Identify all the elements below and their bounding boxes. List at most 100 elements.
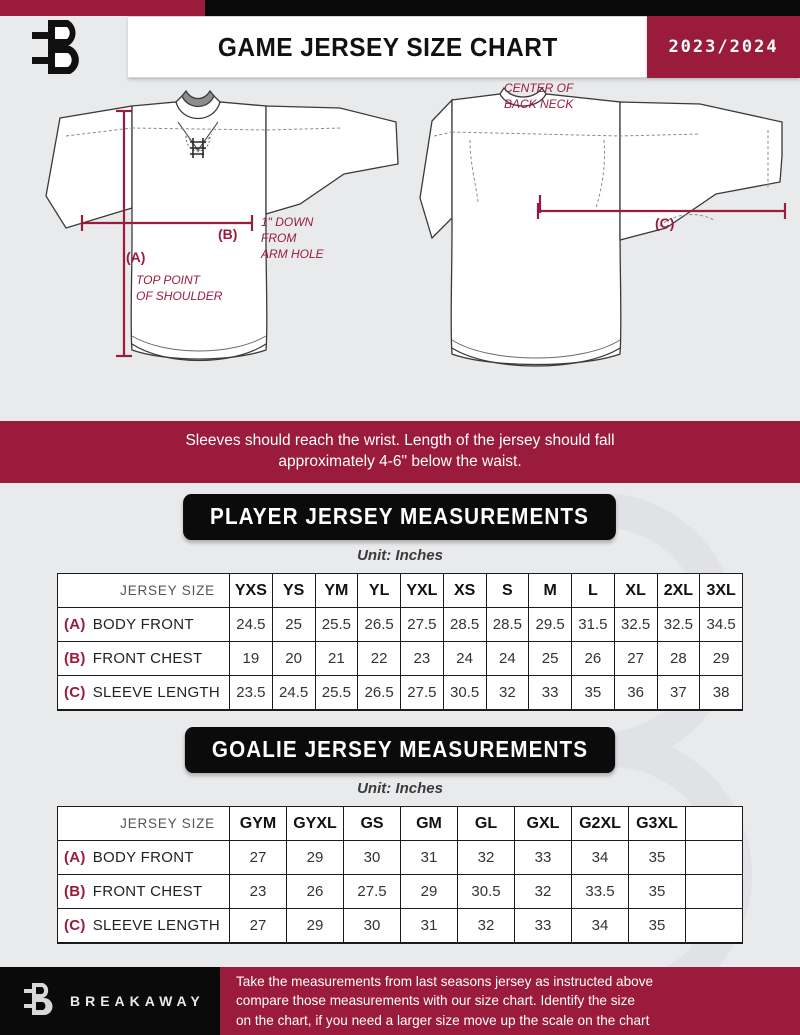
goalie-size-col-3: GM — [400, 806, 458, 841]
table-row: (B) FRONT CHEST 23 26 27.5 29 30.5 32 33.… — [57, 874, 743, 909]
goalie-header-row: JERSEY SIZE GYM GYXL GS GM GL GXL G2XL G… — [57, 806, 743, 841]
player-row-1-tag: (B) — [64, 650, 86, 667]
front-stitching — [65, 127, 343, 153]
player-size-col-0: YXS — [229, 573, 273, 608]
table-row: (B) FRONT CHEST 19 20 21 22 23 24 24 25 2… — [57, 641, 743, 676]
player-r1-c0: 19 — [229, 641, 273, 676]
player-r1-c9: 27 — [613, 641, 658, 676]
jersey-illustrations: (A) TOP POINT OF SHOULDER (B) 1" DOWN FR… — [45, 81, 787, 367]
player-r0-c1: 25 — [271, 607, 316, 642]
player-table-wrap: JERSEY SIZE YXS YS YM YL YXL XS S M L XL… — [57, 573, 743, 711]
goalie-r0-c3: 31 — [400, 840, 458, 875]
table-row: (A) BODY FRONT 27 29 30 31 32 33 34 35 — [57, 840, 743, 875]
front-label-a: (A) — [126, 249, 145, 265]
player-r1-c8: 26 — [571, 641, 615, 676]
top-strip-black — [205, 0, 800, 16]
player-row-2-tag: (C) — [64, 683, 86, 701]
goalie-r0-c6: 34 — [571, 840, 629, 875]
goalie-r0-c2: 30 — [343, 840, 401, 875]
player-size-col-3: YL — [357, 573, 401, 608]
player-row-2-label: SLEEVE LENGTH — [92, 683, 221, 701]
goalie-r2-c2: 30 — [343, 908, 401, 944]
note-line-2: approximately 4-6" below the waist. — [278, 453, 522, 470]
player-section-title: PLAYER JERSEY MEASUREMENTS — [183, 494, 617, 540]
goalie-row-1-label: FRONT CHEST — [92, 883, 203, 900]
goalie-size-col-7: G3XL — [628, 806, 686, 841]
goalie-r2-c0: 27 — [229, 908, 287, 944]
goalie-r1-c8 — [685, 874, 743, 909]
goalie-row-0-label: BODY FRONT — [92, 849, 194, 866]
goalie-size-label: JERSEY SIZE — [57, 806, 230, 841]
player-r0-c8: 31.5 — [571, 607, 615, 642]
goalie-r2-c4: 32 — [457, 908, 515, 944]
goalie-r2-c5: 33 — [514, 908, 572, 944]
measure-line-c — [536, 195, 787, 219]
goalie-section-title: GOALIE JERSEY MEASUREMENTS — [184, 727, 616, 773]
goalie-r1-c1: 26 — [286, 874, 344, 909]
goalie-r0-c1: 29 — [286, 840, 344, 875]
player-r1-c5: 24 — [442, 641, 487, 676]
player-r2-c10: 37 — [656, 675, 701, 711]
player-r1-c1: 20 — [271, 641, 316, 676]
front-label-a-note-2: OF SHOULDER — [136, 289, 223, 303]
goalie-r1-c7: 35 — [628, 874, 686, 909]
collar-lace-icon — [190, 138, 206, 158]
goalie-measurements-table: JERSEY SIZE GYM GYXL GS GM GL GXL G2XL G… — [57, 806, 743, 944]
goalie-r0-c8 — [685, 840, 743, 875]
player-size-col-8: L — [571, 573, 615, 608]
footer-line-2: compare those measurements with our size… — [236, 993, 635, 1009]
player-r2-c6: 32 — [485, 675, 530, 711]
goalie-r1-c6: 33.5 — [571, 874, 629, 909]
goalie-row-2-label: SLEEVE LENGTH — [92, 916, 221, 934]
player-row-0-tag: (A) — [64, 616, 86, 633]
goalie-size-col-4: GL — [457, 806, 515, 841]
player-r2-c4: 27.5 — [400, 675, 444, 711]
player-size-col-2: YM — [314, 573, 359, 608]
footer-brand-name: BREAKAWAY — [70, 993, 205, 1009]
goalie-r0-c4: 32 — [457, 840, 515, 875]
goalie-table-wrap: JERSEY SIZE GYM GYXL GS GM GL GXL G2XL G… — [57, 806, 743, 944]
player-size-col-7: M — [528, 573, 572, 608]
front-label-b-note-3: ARM HOLE — [260, 247, 325, 261]
player-r0-c6: 28.5 — [485, 607, 530, 642]
footer-line-3: on the chart, if you need a larger size … — [236, 1012, 650, 1028]
player-unit-label: Unit: Inches — [357, 547, 443, 564]
player-r0-c0: 24.5 — [229, 607, 273, 642]
player-r0-c2: 25.5 — [314, 607, 359, 642]
goalie-row-0-tag: (A) — [64, 849, 86, 866]
player-r1-c7: 25 — [528, 641, 572, 676]
player-size-col-4: YXL — [400, 573, 444, 608]
player-size-col-9: XL — [613, 573, 658, 608]
goalie-r1-c3: 29 — [400, 874, 458, 909]
player-header-row: JERSEY SIZE YXS YS YM YL YXL XS S M L XL… — [57, 573, 743, 608]
player-size-col-10: 2XL — [656, 573, 701, 608]
front-label-b-note-2: FROM — [261, 231, 296, 245]
goalie-unit-label: Unit: Inches — [357, 780, 443, 797]
goalie-row-1-tag: (B) — [64, 883, 86, 900]
goalie-size-col-2: GS — [343, 806, 401, 841]
player-r2-c3: 26.5 — [357, 675, 401, 711]
player-size-label: JERSEY SIZE — [57, 573, 230, 608]
title-bar: GAME JERSEY SIZE CHART — [128, 16, 647, 78]
player-size-col-1: YS — [271, 573, 316, 608]
goalie-size-col-6: G2XL — [571, 806, 629, 841]
front-jersey-illustration — [45, 89, 399, 362]
player-measurements-table: JERSEY SIZE YXS YS YM YL YXL XS S M L XL… — [57, 573, 743, 711]
goalie-r2-c6: 34 — [571, 908, 629, 944]
top-accent-strip — [0, 0, 800, 16]
goalie-size-col-5: GXL — [514, 806, 572, 841]
goalie-r2-c1: 29 — [286, 908, 344, 944]
player-r1-c2: 21 — [314, 641, 359, 676]
goalie-r1-c5: 32 — [514, 874, 572, 909]
top-strip-maroon — [0, 0, 205, 16]
brand-logo — [0, 16, 128, 78]
breakaway-b-footer-icon — [24, 983, 53, 1015]
goalie-r0-c7: 35 — [628, 840, 686, 875]
player-r0-c5: 28.5 — [442, 607, 487, 642]
back-label-c-note-2: BACK NECK — [504, 97, 574, 111]
player-section: PLAYER JERSEY MEASUREMENTS Unit: Inches … — [0, 494, 800, 711]
season-badge: 2023/2024 — [647, 16, 800, 78]
goalie-row-2-tag: (C) — [64, 916, 86, 934]
page-title: GAME JERSEY SIZE CHART — [217, 31, 558, 62]
